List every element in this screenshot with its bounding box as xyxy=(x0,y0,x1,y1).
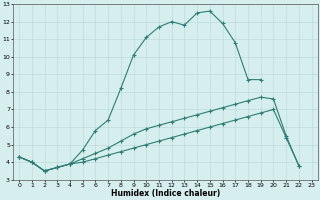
X-axis label: Humidex (Indice chaleur): Humidex (Indice chaleur) xyxy=(111,189,220,198)
